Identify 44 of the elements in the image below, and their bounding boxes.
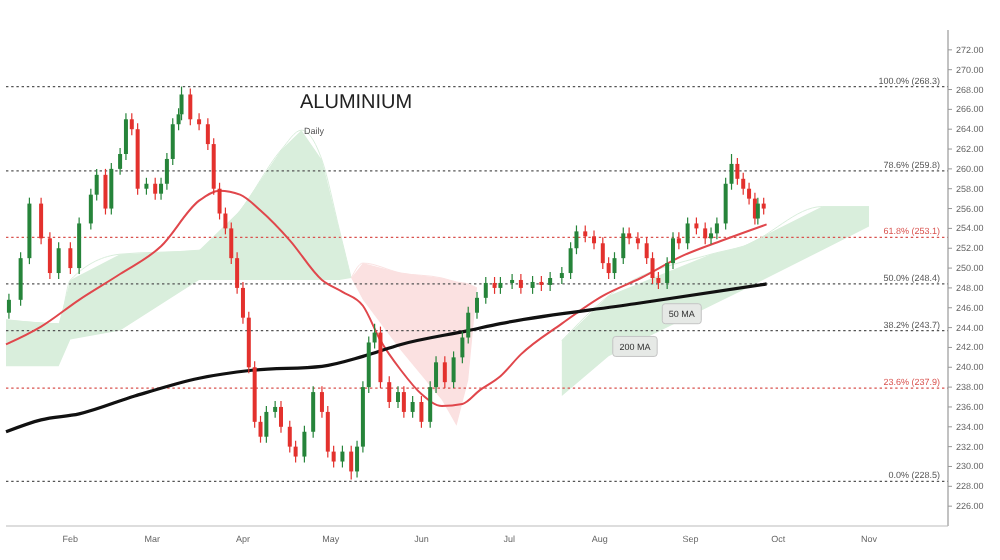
candlestick xyxy=(18,251,23,307)
candlestick xyxy=(592,229,597,250)
candlestick xyxy=(635,231,640,250)
candlestick xyxy=(627,226,632,245)
candlestick xyxy=(419,395,424,429)
candlestick xyxy=(612,251,617,280)
text: ALUMINIUM xyxy=(300,92,413,114)
candlestick xyxy=(621,226,626,265)
candlestick xyxy=(451,350,456,389)
candlestick xyxy=(197,112,202,131)
candlestick xyxy=(77,216,82,275)
candlestick xyxy=(703,221,708,245)
line-series xyxy=(4,282,769,434)
candlestick xyxy=(650,251,655,285)
candlestick xyxy=(340,445,345,469)
candlestick xyxy=(302,425,307,464)
candlestick xyxy=(56,241,61,280)
candlestick xyxy=(47,231,52,280)
candlestick xyxy=(442,355,447,389)
candlestick xyxy=(109,162,114,216)
candlestick xyxy=(68,241,73,275)
candlestick xyxy=(410,395,415,419)
candlestick xyxy=(676,231,681,250)
candlestick xyxy=(153,177,158,201)
candlestick xyxy=(396,385,401,409)
candlestick xyxy=(39,197,44,245)
candlestick xyxy=(518,273,523,295)
candlestick xyxy=(548,271,553,292)
candlestick xyxy=(188,87,193,126)
candlestick xyxy=(483,276,488,305)
candlestick xyxy=(349,445,354,480)
candlestick xyxy=(273,400,278,419)
candlestick xyxy=(685,216,690,250)
candlestick xyxy=(510,273,515,290)
candlestick xyxy=(278,400,283,434)
candlestick xyxy=(103,168,108,216)
candlestick xyxy=(6,293,11,320)
candlestick xyxy=(311,385,316,439)
candlestick xyxy=(264,405,269,444)
candlestick xyxy=(714,216,719,240)
candlestick xyxy=(387,375,392,409)
candlestick xyxy=(401,385,406,419)
candlestick xyxy=(735,157,740,186)
candlestick xyxy=(475,291,479,320)
